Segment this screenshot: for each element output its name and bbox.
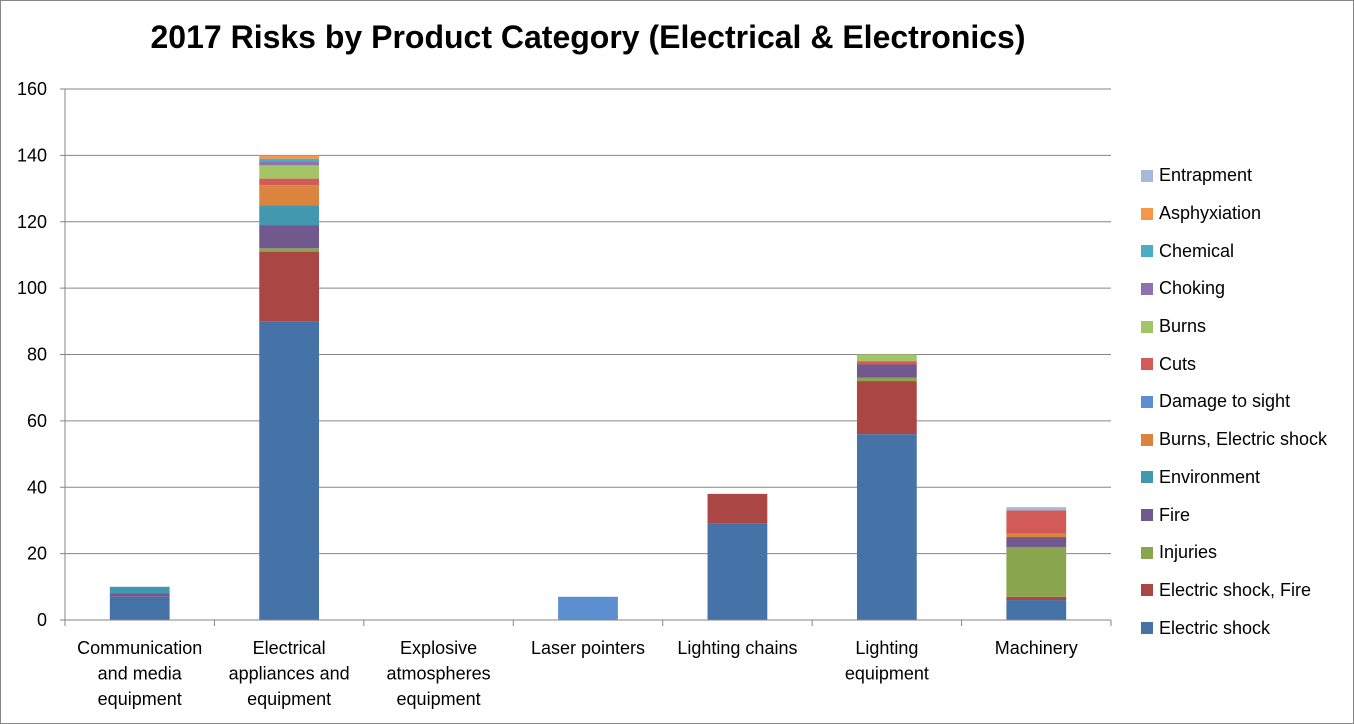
- legend-label: Fire: [1159, 504, 1190, 525]
- y-tick-label: 160: [17, 79, 47, 99]
- bar-segment: [856, 354, 917, 362]
- legend-label: Injuries: [1159, 542, 1218, 563]
- legend-swatch: [1141, 471, 1153, 484]
- bar-segment: [1006, 533, 1067, 538]
- legend-label: Asphyxiation: [1159, 203, 1262, 224]
- legend-item: Burns: [1141, 308, 1346, 346]
- bar-segment: [1006, 537, 1067, 547]
- legend-item: Entrapment: [1141, 157, 1346, 195]
- x-category-label: equipment: [845, 664, 929, 684]
- legend-item: Burns, Electric shock: [1141, 421, 1346, 459]
- bar-segment: [558, 596, 618, 620]
- x-category-label: and media: [98, 664, 183, 684]
- legend-swatch: [1141, 207, 1153, 220]
- x-category-label: Communication: [77, 638, 202, 658]
- y-tick-label: 0: [37, 610, 47, 630]
- bar-segment: [1006, 546, 1067, 597]
- bar-segment: [259, 185, 320, 206]
- y-tick-label: 60: [27, 411, 47, 431]
- bar-segment: [259, 155, 320, 159]
- legend-item: Choking: [1141, 270, 1346, 308]
- x-category-label: Laser pointers: [531, 638, 645, 658]
- y-tick-label: 20: [27, 544, 47, 564]
- legend-item: Cuts: [1141, 345, 1346, 383]
- bar-segment: [856, 434, 917, 620]
- bar-segment: [109, 593, 170, 597]
- x-category-label: atmospheres: [387, 664, 491, 684]
- chart-title: 2017 Risks by Product Category (Electric…: [150, 19, 1026, 55]
- legend-label: Entrapment: [1159, 165, 1253, 186]
- legend-label: Burns: [1159, 316, 1207, 337]
- x-category-label: appliances and: [229, 664, 350, 684]
- bar-segment: [856, 377, 917, 382]
- bar-segment: [707, 493, 768, 524]
- legend-label: Electric shock: [1159, 617, 1271, 638]
- legend-label: Burns, Electric shock: [1159, 429, 1328, 450]
- legend-label: Electric shock, Fire: [1159, 579, 1312, 600]
- x-category-label: equipment: [397, 689, 481, 709]
- x-category-label: Machinery: [995, 638, 1078, 658]
- legend-item: Chemical: [1141, 232, 1346, 270]
- bar-segment: [259, 158, 320, 163]
- y-tick-label: 40: [27, 477, 47, 497]
- y-tick-label: 80: [27, 345, 47, 365]
- x-category-label: equipment: [98, 689, 182, 709]
- legend-swatch: [1141, 245, 1153, 258]
- bar-segment: [259, 251, 320, 322]
- legend-item: Fire: [1141, 496, 1346, 534]
- legend-swatch: [1141, 282, 1153, 295]
- bar-segment: [259, 205, 320, 226]
- bar-segment: [259, 321, 320, 620]
- bar-segment: [707, 523, 768, 620]
- x-category-label: equipment: [247, 689, 331, 709]
- legend-item: Damage to sight: [1141, 383, 1346, 421]
- bar-segment: [109, 586, 170, 594]
- x-category-label: Electrical: [253, 638, 326, 658]
- bar-segment: [856, 364, 917, 378]
- x-category-label: Lighting: [855, 638, 918, 658]
- bar-segment: [259, 248, 320, 252]
- legend-label: Damage to sight: [1159, 391, 1291, 412]
- legend-swatch: [1141, 433, 1153, 446]
- legend-swatch: [1141, 622, 1153, 635]
- legend-item: Environment: [1141, 459, 1346, 497]
- legend-item: Electric shock: [1141, 609, 1346, 647]
- legend-swatch: [1141, 358, 1153, 371]
- bar-segment: [109, 596, 170, 620]
- bar-segment: [259, 162, 320, 166]
- bar-segment: [856, 361, 917, 365]
- legend: Entrapment Asphyxiation Chemical Choking Bur…: [1141, 157, 1346, 647]
- legend-swatch: [1141, 320, 1153, 333]
- y-tick-label: 120: [17, 212, 47, 232]
- bar-segment: [259, 178, 320, 186]
- legend-item: Electric shock, Fire: [1141, 572, 1346, 610]
- bar-segment: [259, 165, 320, 179]
- legend-label: Chemical: [1159, 240, 1235, 261]
- legend-swatch: [1141, 509, 1153, 522]
- legend-item: Asphyxiation: [1141, 195, 1346, 233]
- bar-segment: [1006, 600, 1067, 620]
- legend-item: Injuries: [1141, 534, 1346, 572]
- bar-segment: [1006, 507, 1067, 511]
- legend-swatch: [1141, 546, 1153, 559]
- legend-label: Environment: [1159, 466, 1261, 487]
- bar-segment: [856, 381, 917, 435]
- x-category-label: Explosive: [400, 638, 477, 658]
- legend-swatch: [1141, 395, 1153, 408]
- legend-label: Choking: [1159, 278, 1226, 299]
- legend-label: Cuts: [1159, 353, 1197, 374]
- legend-swatch: [1141, 169, 1153, 182]
- x-category-label: Lighting chains: [677, 638, 797, 658]
- bar-segment: [1006, 510, 1067, 534]
- bar-segment: [1006, 596, 1067, 601]
- y-tick-label: 100: [17, 278, 47, 298]
- y-tick-label: 140: [17, 145, 47, 165]
- legend-swatch: [1141, 584, 1153, 597]
- bar-segment: [259, 225, 320, 249]
